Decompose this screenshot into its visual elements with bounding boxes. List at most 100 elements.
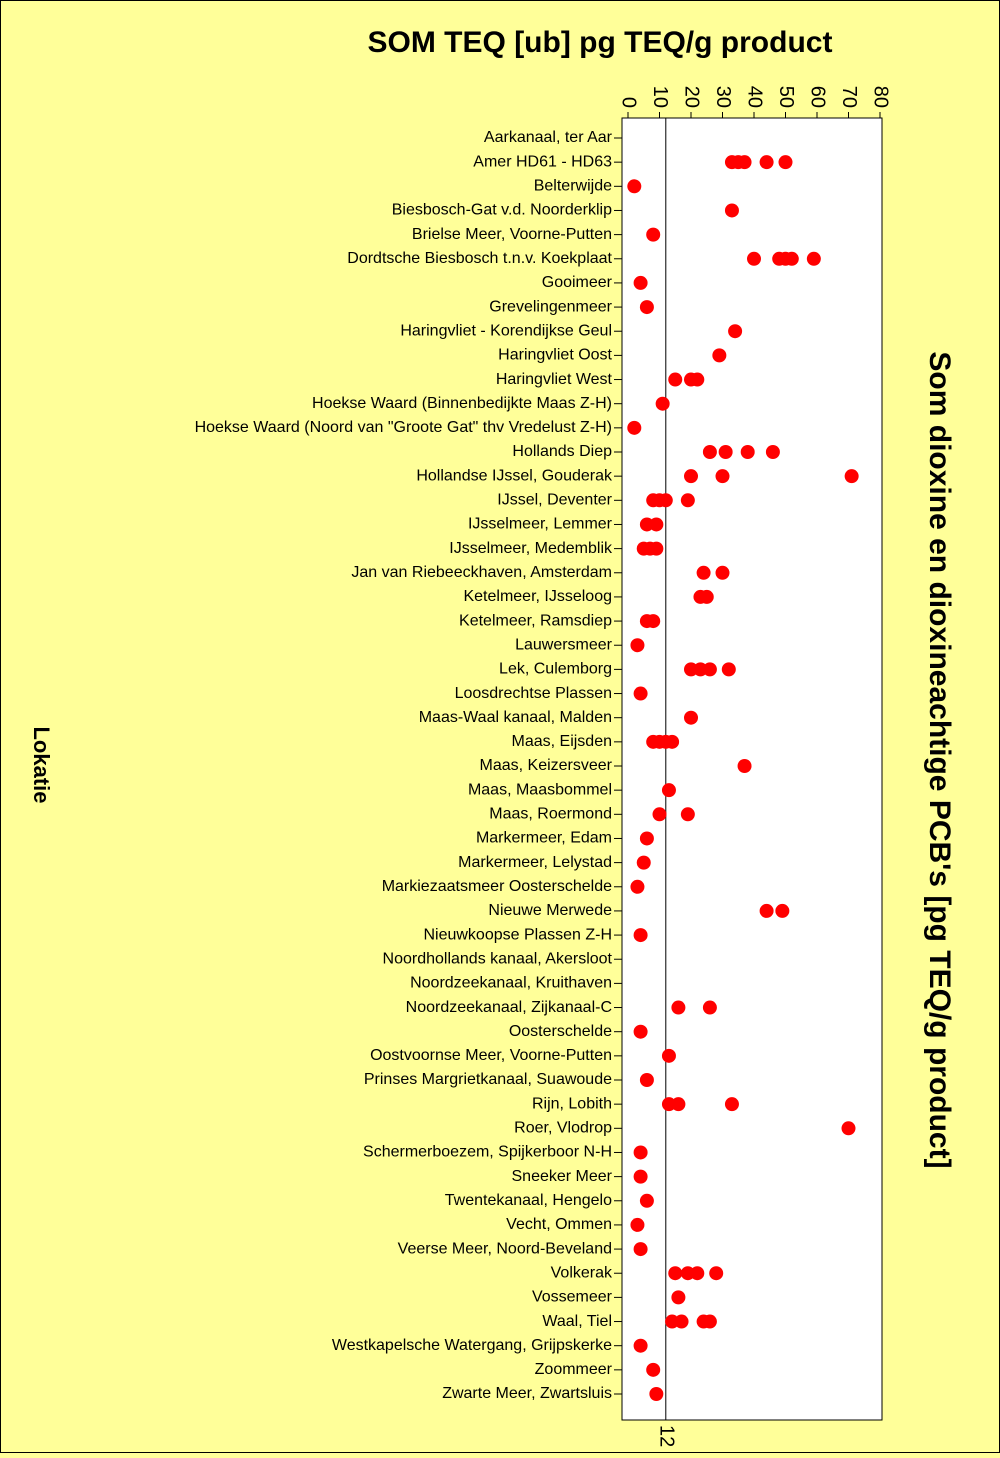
reference-label: 12 <box>656 1425 678 1447</box>
y-tick-label: Volkerak <box>551 1264 613 1281</box>
dot <box>718 445 733 459</box>
dot <box>655 396 670 411</box>
dot <box>633 1145 648 1160</box>
dot <box>671 1097 686 1112</box>
y-tick-label: Markiezaatsmeer Oosterschelde <box>382 878 612 895</box>
dot <box>639 831 654 846</box>
dot <box>784 251 799 266</box>
y-tick-label: Maas, Eijsden <box>512 733 613 750</box>
dot <box>765 445 780 459</box>
dot <box>661 783 676 798</box>
y-tick-label: Hollandse IJssel, Gouderak <box>416 467 613 484</box>
y-tick-label: Maas, Maasbommel <box>468 781 612 798</box>
dot <box>684 710 698 725</box>
y-tick-label: Lauwersmeer <box>515 636 613 653</box>
dot <box>724 1097 739 1112</box>
dot <box>668 372 683 387</box>
dot <box>737 155 752 170</box>
dot <box>680 493 695 508</box>
y-tick-label: Brielse Meer, Voorne-Putten <box>412 226 612 243</box>
y-tick-label: Hollands Diep <box>512 443 612 460</box>
y-tick-label: IJsselmeer, Lemmer <box>468 516 613 533</box>
y-tick-label: Nieuwkoopse Plassen Z-H <box>423 926 612 943</box>
dot <box>661 1048 676 1063</box>
y-tick-label: Aarkanaal, ter Aar <box>484 129 613 146</box>
dot <box>627 179 642 194</box>
dot <box>747 251 761 266</box>
y-tick-label: Rijn, Lobith <box>532 1095 612 1112</box>
dot <box>633 1024 648 1039</box>
dot <box>630 1217 645 1232</box>
dot <box>633 1338 648 1353</box>
y-tick-label: Haringvliet West <box>496 371 613 388</box>
dot <box>702 1314 717 1329</box>
y-tick-label: Lek, Culemborg <box>499 661 612 678</box>
y-tick-label: Twentekanaal, Hengelo <box>445 1192 612 1209</box>
dot <box>636 855 651 870</box>
y-tick-label: Oosterschelde <box>509 1023 612 1040</box>
dot <box>668 1266 683 1281</box>
y-tick-label: Roer, Vlodrop <box>514 1120 612 1137</box>
dot <box>633 928 648 943</box>
dot <box>759 155 774 170</box>
y-tick-label: Maas-Waal kanaal, Malden <box>419 709 612 726</box>
y-tick-label: Markermeer, Lelystad <box>458 854 612 871</box>
x-axis-label: Som dioxine en dioxineachtige PCB's [pg … <box>923 351 956 1168</box>
y-tick-label: Vossemeer <box>532 1289 613 1306</box>
y-tick-label: Maas, Keizersveer <box>480 757 613 774</box>
y-tick-label: Biesbosch-Gat v.d. Noorderklip <box>392 202 612 219</box>
x-tick-label: 30 <box>712 86 734 108</box>
x-tick-label: 50 <box>775 86 797 108</box>
y-tick-label: Haringvliet Oost <box>498 347 612 364</box>
y-axis-label: Lokatie <box>29 726 54 803</box>
y-tick-label: Nieuwe Merwede <box>488 902 612 919</box>
y-tick-label: Zwarte Meer, Zwartsluis <box>442 1385 612 1402</box>
dot <box>674 1314 689 1329</box>
dot <box>709 1266 724 1281</box>
y-tick-label: Westkapelsche Watergang, Grijpskerke <box>332 1337 612 1354</box>
y-tick-label: Noordhollands kanaal, Akersloot <box>383 950 613 967</box>
dot <box>646 227 661 242</box>
y-tick-label: Ketelmeer, Ramsdiep <box>459 612 612 629</box>
y-tick-label: Maas, Roermond <box>489 806 612 823</box>
dot <box>844 469 859 484</box>
x-tick-label: 70 <box>838 86 860 108</box>
dot <box>737 759 752 773</box>
dot <box>721 662 736 677</box>
dot <box>740 445 755 459</box>
y-tick-label: Dordtsche Biesbosch t.n.v. Koekplaat <box>347 250 612 267</box>
dot <box>715 469 730 484</box>
dot <box>696 565 711 580</box>
dot <box>639 1193 654 1208</box>
dot <box>775 903 790 918</box>
y-tick-label: Ketelmeer, IJsseloog <box>463 588 612 605</box>
dot <box>649 517 664 532</box>
y-tick-label: Vecht, Ommen <box>506 1216 612 1233</box>
dot <box>658 493 673 508</box>
y-tick-label: Waal, Tiel <box>542 1313 612 1330</box>
y-tick-label: Noordzeekanaal, Kruithaven <box>410 975 612 992</box>
dot <box>633 1242 648 1257</box>
dot <box>702 662 717 677</box>
y-tick-label: Veerse Meer, Noord-Beveland <box>398 1240 612 1257</box>
dot <box>633 1169 648 1184</box>
dot <box>715 565 730 580</box>
dot <box>639 300 654 315</box>
y-tick-label: Loosdrechtse Plassen <box>455 685 612 702</box>
x-tick-label: 80 <box>870 86 892 108</box>
dot <box>684 469 698 484</box>
dot <box>630 879 645 894</box>
y-tick-label: Amer HD61 - HD63 <box>473 153 612 170</box>
dot <box>702 445 717 459</box>
y-tick-label: Zoommeer <box>535 1361 613 1378</box>
y-tick-label: Noordzeekanaal, Zijkanaal-C <box>406 999 612 1016</box>
dot <box>646 614 661 629</box>
plot-area <box>621 117 883 1421</box>
y-tick-label: Sneeker Meer <box>512 1168 613 1185</box>
x-tick-label: 0 <box>618 97 640 108</box>
x-tick-label: 40 <box>744 86 766 108</box>
dot <box>665 734 680 749</box>
dot <box>724 203 739 218</box>
dot <box>778 155 793 170</box>
